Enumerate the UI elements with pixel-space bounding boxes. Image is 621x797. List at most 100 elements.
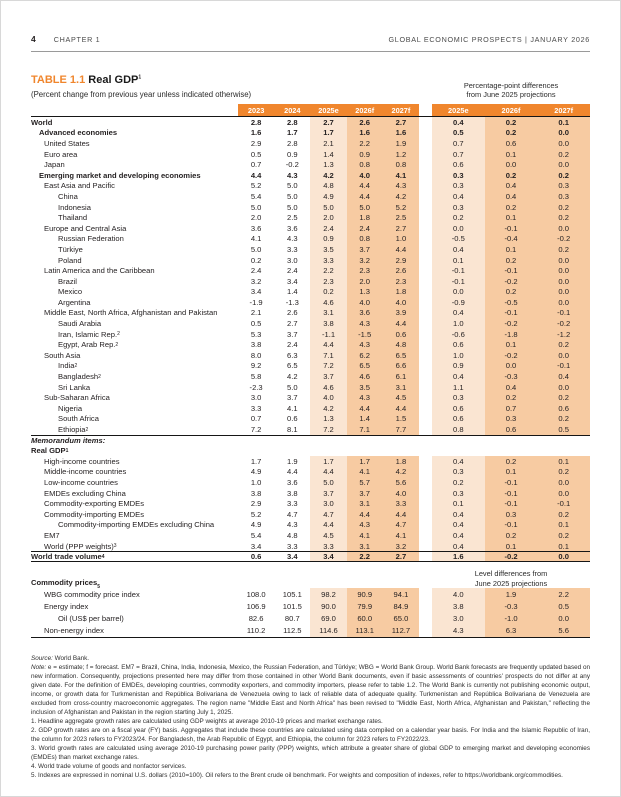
value-cell: 1.7 xyxy=(287,128,298,138)
value-cell: 5.0 xyxy=(346,201,383,213)
diff-cell: -0.2 xyxy=(537,318,591,329)
row-label: Oil (US$ per barrel) xyxy=(58,614,124,624)
year-values: 106.9 101.5 90.0 79.9 84.9 xyxy=(238,600,420,613)
year-values: 0.2 3.0 3.3 3.2 2.9 xyxy=(238,254,420,266)
table-row: Non-energy index 110.2 112.5 114.6 113.1 112.… xyxy=(31,625,591,638)
year-values: 0.6 3.4 3.4 2.2 2.7 xyxy=(238,552,420,561)
value-cell: 4.7 xyxy=(310,508,347,520)
value-cell: 3.7 xyxy=(310,371,347,382)
diff-values: 0.4 0.2 0.2 xyxy=(432,530,591,541)
diff-cell: 0.1 xyxy=(537,519,591,531)
diff-cell: 0.4 xyxy=(484,180,538,192)
footnote-item: 5. Indexes are expressed in nominal U.S.… xyxy=(31,771,563,779)
value-cell: 2.8 xyxy=(287,117,298,127)
value-cell: 2.4 xyxy=(346,222,383,234)
chapter-label: CHAPTER 1 xyxy=(53,35,101,44)
diff-values: 0.2 0.1 0.2 xyxy=(432,212,591,223)
value-cell: 5.2 xyxy=(382,201,420,213)
value-cell: 90.0 xyxy=(310,600,347,613)
value-cell: 1.4 xyxy=(310,148,347,160)
diff-cell: 5.6 xyxy=(537,625,591,637)
table-row: Nigeria 3.3 4.1 4.2 4.4 4.4 0.6 0.7 0.6 xyxy=(31,403,591,414)
diff-cell: 0.3 xyxy=(432,487,485,499)
col-2024: 2024 xyxy=(284,105,301,115)
diff-cell: -0.1 xyxy=(484,307,538,319)
row-label: Middle East, North Africa, Afghanistan a… xyxy=(44,308,218,318)
year-values: 8.0 6.3 7.1 6.2 6.5 xyxy=(238,350,420,361)
value-cell: 4.5 xyxy=(382,392,420,404)
diff-cell: -0.2 xyxy=(484,552,538,561)
year-values: 1.7 1.9 1.7 1.7 1.8 xyxy=(238,456,420,467)
row-label: China xyxy=(58,191,78,201)
row-label: Commodity-exporting EMDEs xyxy=(44,499,145,509)
diff-values: 0.4 0.3 0.2 xyxy=(432,508,591,520)
year-values: 5.4 4.8 4.5 4.1 4.1 xyxy=(238,530,420,541)
diff-cell: -1.8 xyxy=(484,328,538,340)
value-cell: 0.8 xyxy=(346,233,383,245)
table-number-label: TABLE 1.1 xyxy=(31,74,86,86)
diff-cell: 0.8 xyxy=(432,424,485,435)
diff-cell: 0.0 xyxy=(432,286,485,298)
value-cell: 112.7 xyxy=(382,625,420,637)
diff-cell: 0.3 xyxy=(432,392,485,404)
diff-cell: 4.3 xyxy=(432,625,485,637)
value-cell xyxy=(238,445,274,456)
value-cell: 4.1 xyxy=(346,530,383,541)
diff-values: 0.6 0.1 0.2 xyxy=(432,339,591,351)
table-row: World trade volume 4 0.6 3.4 3.4 2.2 2.7 1.6 -0.… xyxy=(31,551,591,562)
value-cell: 2.6 xyxy=(382,265,420,276)
diff-values: 0.0 0.2 0.0 xyxy=(432,286,591,298)
value-cell: 2.2 xyxy=(310,265,347,276)
value-cell xyxy=(274,436,310,446)
value-cell xyxy=(238,436,274,446)
diff-values: 0.4 0.4 0.3 xyxy=(432,191,591,202)
diff-cell: 0.1 xyxy=(432,254,485,266)
value-cell: 0.9 xyxy=(346,148,383,160)
value-cell: 7.2 xyxy=(250,425,262,435)
value-cell: 4.3 xyxy=(346,339,383,351)
value-cell: 84.9 xyxy=(382,600,420,613)
year-values: 108.0 105.1 98.2 90.9 94.1 xyxy=(238,587,420,601)
general-note: Note: e = estimate; f = forecast. EM7 = … xyxy=(31,663,590,716)
row-label: Indonesia xyxy=(58,202,91,212)
value-cell: 1.8 xyxy=(346,212,383,223)
value-cell: -1.5 xyxy=(346,328,383,340)
diff-columns-header: 2025e 2026f 2027f xyxy=(432,104,590,116)
value-cell: 1.3 xyxy=(310,413,347,425)
value-cell: 4.4 xyxy=(382,318,420,329)
diff-cell: 0.5 xyxy=(537,600,591,613)
diff-cell xyxy=(485,445,538,456)
value-cell: 4.5 xyxy=(310,530,347,541)
value-cell: 3.7 xyxy=(346,244,383,255)
diff-cell: -0.1 xyxy=(537,360,591,372)
row-label: Egypt, Arab Rep. 2 xyxy=(58,340,119,350)
value-cell: 2.5 xyxy=(287,213,298,223)
diff-cell: 0.4 xyxy=(432,371,485,382)
diff-cell: 0.6 xyxy=(484,138,538,149)
level-differences-caption: Level differences from June 2025 project… xyxy=(474,569,548,588)
diff-cell: 0.0 xyxy=(537,265,591,276)
table-row: Thailand 2.0 2.5 2.0 1.8 2.5 0.2 0.1 0.2 xyxy=(31,212,591,223)
diff-values: 3.0 -1.0 0.0 xyxy=(432,612,591,626)
diff-values: 1.0 -0.2 0.0 xyxy=(432,350,591,361)
diff-cell xyxy=(432,436,485,446)
table-row: Ethiopia 2 7.2 8.1 7.2 7.1 7.7 0.8 0.6 0.5 xyxy=(31,424,591,435)
footnote-item: 4. World trade volume of goods and nonfa… xyxy=(31,762,187,770)
table-row: China 5.4 5.0 4.9 4.4 4.2 0.4 0.4 0.3 xyxy=(31,191,591,202)
diff-values: 0.6 0.3 0.2 xyxy=(432,413,591,425)
value-cell: 110.2 xyxy=(246,626,266,636)
value-cell: 1.5 xyxy=(382,413,420,425)
diff-cell: -1.2 xyxy=(537,328,591,340)
table-row: Poland 0.2 3.0 3.3 3.2 2.9 0.1 0.2 0.0 xyxy=(31,254,591,266)
table-row: EMDEs excluding China 3.8 3.8 3.7 3.7 4.0 0.3-… xyxy=(31,487,591,499)
value-cell: 106.9 xyxy=(246,602,266,612)
value-cell: 82.6 xyxy=(248,614,264,624)
row-label: World (PPP weights) 3 xyxy=(44,541,117,551)
value-cell: 3.4 xyxy=(250,541,262,551)
diff-values: -0.9 -0.5 0.0 xyxy=(432,297,591,308)
value-cell: 2.8 xyxy=(287,138,298,148)
diff-cell: -0.1 xyxy=(484,477,538,488)
diff-values: 0.3 0.1 0.2 xyxy=(432,466,591,478)
value-cell: 1.7 xyxy=(346,456,383,467)
diff-cell xyxy=(537,436,590,446)
